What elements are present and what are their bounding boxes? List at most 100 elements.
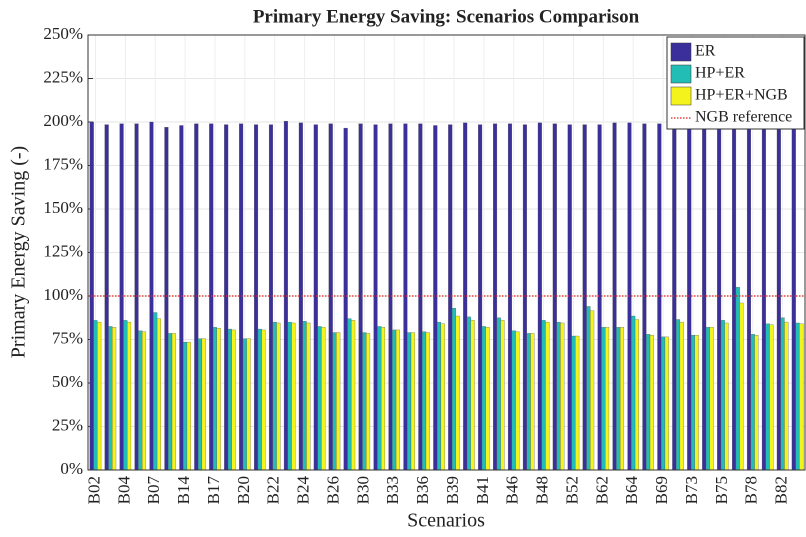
y-tick-label: 150% [43, 198, 83, 217]
bar [388, 123, 393, 471]
bar [343, 127, 348, 471]
plot-frame [87, 34, 806, 471]
bar [407, 332, 412, 471]
x-tick-label: B46 [503, 476, 522, 504]
x-tick-label: B39 [443, 476, 462, 504]
bar [209, 123, 214, 471]
x-tick-label: B75 [712, 476, 731, 504]
bar [437, 321, 442, 471]
bar [392, 329, 397, 471]
bar [590, 310, 595, 471]
bar [268, 124, 274, 471]
bar [597, 124, 602, 471]
bar [112, 327, 117, 471]
legend-swatch [670, 86, 692, 106]
y-tick-label: 125% [43, 241, 83, 260]
x-tick-label: B41 [473, 476, 492, 504]
bar [724, 322, 729, 471]
x-tick-label: B22 [264, 476, 283, 504]
bar [242, 338, 247, 471]
legend-label: ER [695, 43, 716, 60]
x-tick-label: B24 [294, 476, 313, 505]
bar [690, 334, 695, 471]
bar [93, 320, 98, 471]
bar [769, 324, 774, 471]
bar [366, 333, 371, 471]
bar [702, 123, 707, 471]
x-tick-label: B02 [84, 476, 103, 504]
bar [156, 318, 161, 471]
bar [164, 127, 169, 471]
bar [735, 287, 740, 471]
bar [571, 335, 576, 471]
bar [179, 125, 184, 471]
bar [433, 125, 438, 471]
bar [694, 334, 699, 471]
bar [347, 318, 352, 471]
x-axis-label: Scenarios [407, 510, 485, 532]
bar [317, 326, 322, 471]
y-axis-label: Primary Energy Saving (-) [8, 146, 30, 358]
bar [216, 328, 221, 471]
bar [761, 123, 766, 471]
y-tick-label: 0% [60, 459, 83, 478]
bar [97, 321, 102, 471]
bar [485, 327, 490, 471]
bar [321, 327, 326, 471]
bar [239, 123, 244, 471]
legend-label: NGB reference [695, 109, 792, 126]
bar [336, 332, 341, 471]
bar [410, 332, 415, 471]
bar [780, 317, 785, 471]
bar [231, 329, 236, 471]
bar [224, 124, 229, 471]
bar [616, 327, 621, 471]
bar [522, 124, 527, 471]
x-tick-label: B78 [742, 476, 761, 504]
bar [541, 320, 546, 471]
bar [661, 336, 666, 471]
bar [720, 320, 725, 471]
bar [466, 316, 471, 471]
bar [395, 329, 400, 471]
bar [141, 331, 147, 471]
bar [302, 321, 307, 471]
bar [754, 334, 759, 471]
bar [705, 327, 710, 471]
bar [676, 319, 681, 471]
bar [552, 123, 557, 471]
chart-title: Primary Energy Saving: Scenarios Compari… [253, 6, 640, 27]
bar [619, 327, 625, 471]
bar [672, 123, 677, 471]
bar [186, 341, 191, 471]
bar [575, 335, 580, 471]
bar [332, 332, 337, 471]
bar [776, 123, 781, 471]
bar [198, 338, 203, 471]
bar [765, 323, 770, 471]
x-tick-label: B20 [234, 476, 253, 504]
bar [313, 124, 318, 471]
bar [507, 123, 513, 471]
bar [328, 123, 333, 471]
bar [732, 123, 737, 471]
bar [134, 123, 139, 471]
legend-swatch [670, 42, 692, 62]
bar [108, 326, 113, 471]
legend-label: HP+ER+NGB [695, 87, 788, 104]
bar [791, 123, 796, 471]
y-tick-label: 200% [43, 111, 83, 130]
bar [679, 321, 684, 471]
x-tick-label: B26 [323, 476, 342, 504]
x-tick-label: B52 [562, 476, 581, 504]
bar [556, 321, 561, 471]
bar [451, 308, 456, 471]
bar [530, 333, 535, 471]
bar [455, 315, 460, 471]
bar [440, 323, 445, 471]
bar [567, 124, 572, 471]
bar [560, 322, 565, 471]
bar [582, 124, 587, 471]
bar [358, 123, 363, 471]
